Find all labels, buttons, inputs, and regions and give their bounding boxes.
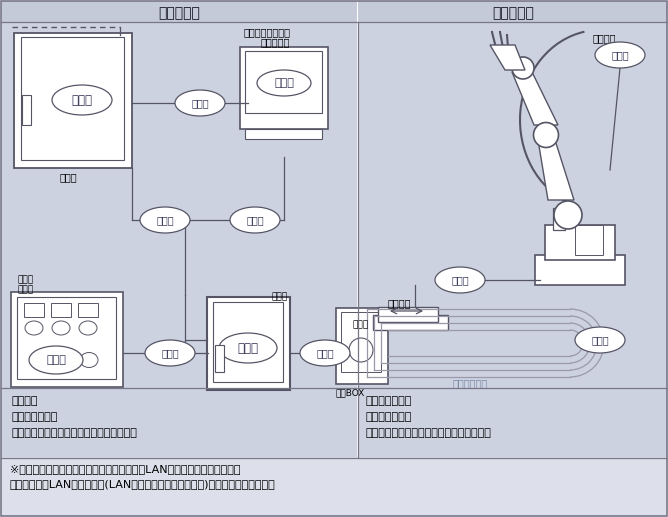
Text: 機器間: 機器間 bbox=[591, 335, 609, 345]
Text: 用途別電線やLAN用ケーブル(LANケーブル・光ファイバー)からご選択ください。: 用途別電線やLAN用ケーブル(LANケーブル・光ファイバー)からご選択ください。 bbox=[10, 479, 276, 489]
Text: 盤　内: 盤 内 bbox=[238, 342, 259, 355]
Bar bbox=[24, 303, 44, 317]
Text: 機器内: 機器内 bbox=[274, 78, 294, 88]
Ellipse shape bbox=[554, 201, 582, 229]
Text: 機器間: 機器間 bbox=[191, 98, 209, 108]
Text: 機器間: 機器間 bbox=[451, 275, 469, 285]
Bar bbox=[553, 208, 565, 230]
Text: 表示盤: 表示盤 bbox=[18, 285, 34, 294]
Text: 固定部向け: 固定部向け bbox=[158, 6, 200, 20]
Ellipse shape bbox=[79, 321, 97, 335]
Bar bbox=[215, 345, 224, 372]
Bar bbox=[358, 22, 667, 388]
Bar bbox=[1, 1, 357, 22]
Ellipse shape bbox=[52, 321, 70, 335]
Text: 制御盤: 制御盤 bbox=[272, 292, 288, 301]
Text: 盤　内: 盤 内 bbox=[71, 94, 92, 107]
Text: 機器間: 機器間 bbox=[611, 50, 629, 60]
Bar bbox=[1, 457, 667, 516]
Bar bbox=[575, 225, 603, 255]
Polygon shape bbox=[538, 140, 574, 200]
Bar bbox=[545, 225, 615, 260]
Bar bbox=[535, 255, 625, 285]
Ellipse shape bbox=[175, 90, 225, 116]
Bar bbox=[341, 312, 381, 372]
Bar bbox=[14, 33, 132, 168]
Ellipse shape bbox=[595, 42, 645, 68]
Text: 上記のような製品群からお選びください。: 上記のような製品群からお選びください。 bbox=[366, 428, 492, 438]
Text: 可動部向け: 可動部向け bbox=[492, 6, 534, 20]
Bar bbox=[51, 303, 71, 317]
Polygon shape bbox=[512, 72, 558, 125]
Bar bbox=[17, 297, 116, 379]
Text: 機器間: 機器間 bbox=[246, 215, 264, 225]
Ellipse shape bbox=[575, 327, 625, 353]
Bar bbox=[1, 22, 357, 388]
Bar bbox=[358, 388, 667, 458]
Bar bbox=[78, 303, 98, 317]
Ellipse shape bbox=[29, 346, 83, 374]
Bar bbox=[21, 37, 124, 160]
Text: 上位コントローラ: 上位コントローラ bbox=[244, 27, 291, 37]
Text: 端子BOX: 端子BOX bbox=[336, 388, 365, 397]
Ellipse shape bbox=[300, 340, 350, 366]
Text: 可動用ケーブル: 可動用ケーブル bbox=[366, 412, 412, 422]
Ellipse shape bbox=[230, 207, 280, 233]
Ellipse shape bbox=[257, 70, 311, 96]
Text: 搬送装置: 搬送装置 bbox=[388, 298, 411, 308]
Bar bbox=[378, 307, 438, 322]
Text: 盤　内: 盤 内 bbox=[353, 320, 369, 329]
Text: ロボット: ロボット bbox=[593, 33, 617, 43]
Polygon shape bbox=[490, 45, 525, 70]
Bar bbox=[1, 388, 357, 458]
Text: 固定用ケーブル: 固定用ケーブル bbox=[12, 412, 58, 422]
Bar bbox=[207, 297, 290, 390]
Ellipse shape bbox=[140, 207, 190, 233]
Text: 盤　内: 盤 内 bbox=[46, 355, 66, 365]
Text: 盤　間: 盤 間 bbox=[161, 348, 179, 358]
Ellipse shape bbox=[145, 340, 195, 366]
Bar bbox=[245, 129, 322, 139]
Ellipse shape bbox=[219, 333, 277, 363]
Bar bbox=[245, 51, 322, 113]
Ellipse shape bbox=[52, 85, 112, 115]
Bar bbox=[22, 95, 31, 125]
Ellipse shape bbox=[80, 353, 98, 368]
Bar bbox=[336, 308, 388, 384]
Text: 固定用ケーブル: 固定用ケーブル bbox=[366, 396, 412, 406]
Text: パソコン等: パソコン等 bbox=[261, 37, 291, 47]
Ellipse shape bbox=[349, 338, 373, 362]
Ellipse shape bbox=[25, 321, 43, 335]
Text: 操作盤: 操作盤 bbox=[18, 275, 34, 284]
Ellipse shape bbox=[435, 267, 485, 293]
Text: ※各社・各規格に基づいたリンクケーブルやLANケーブルもございます。: ※各社・各規格に基づいたリンクケーブルやLANケーブルもございます。 bbox=[10, 464, 240, 474]
Text: 盤　間: 盤 間 bbox=[316, 348, 334, 358]
Text: 盤　間: 盤 間 bbox=[156, 215, 174, 225]
Ellipse shape bbox=[512, 57, 534, 79]
Text: ケーブルベア: ケーブルベア bbox=[452, 378, 488, 388]
Text: 上記のような製品群からお選びください。: 上記のような製品群からお選びください。 bbox=[12, 428, 138, 438]
Ellipse shape bbox=[534, 123, 558, 147]
Bar bbox=[358, 1, 667, 22]
Bar bbox=[213, 302, 283, 382]
Text: 分電盤: 分電盤 bbox=[59, 172, 77, 182]
Text: 単芯電線: 単芯電線 bbox=[12, 396, 39, 406]
Bar bbox=[11, 292, 123, 387]
Bar bbox=[240, 47, 328, 129]
Bar bbox=[373, 315, 448, 330]
